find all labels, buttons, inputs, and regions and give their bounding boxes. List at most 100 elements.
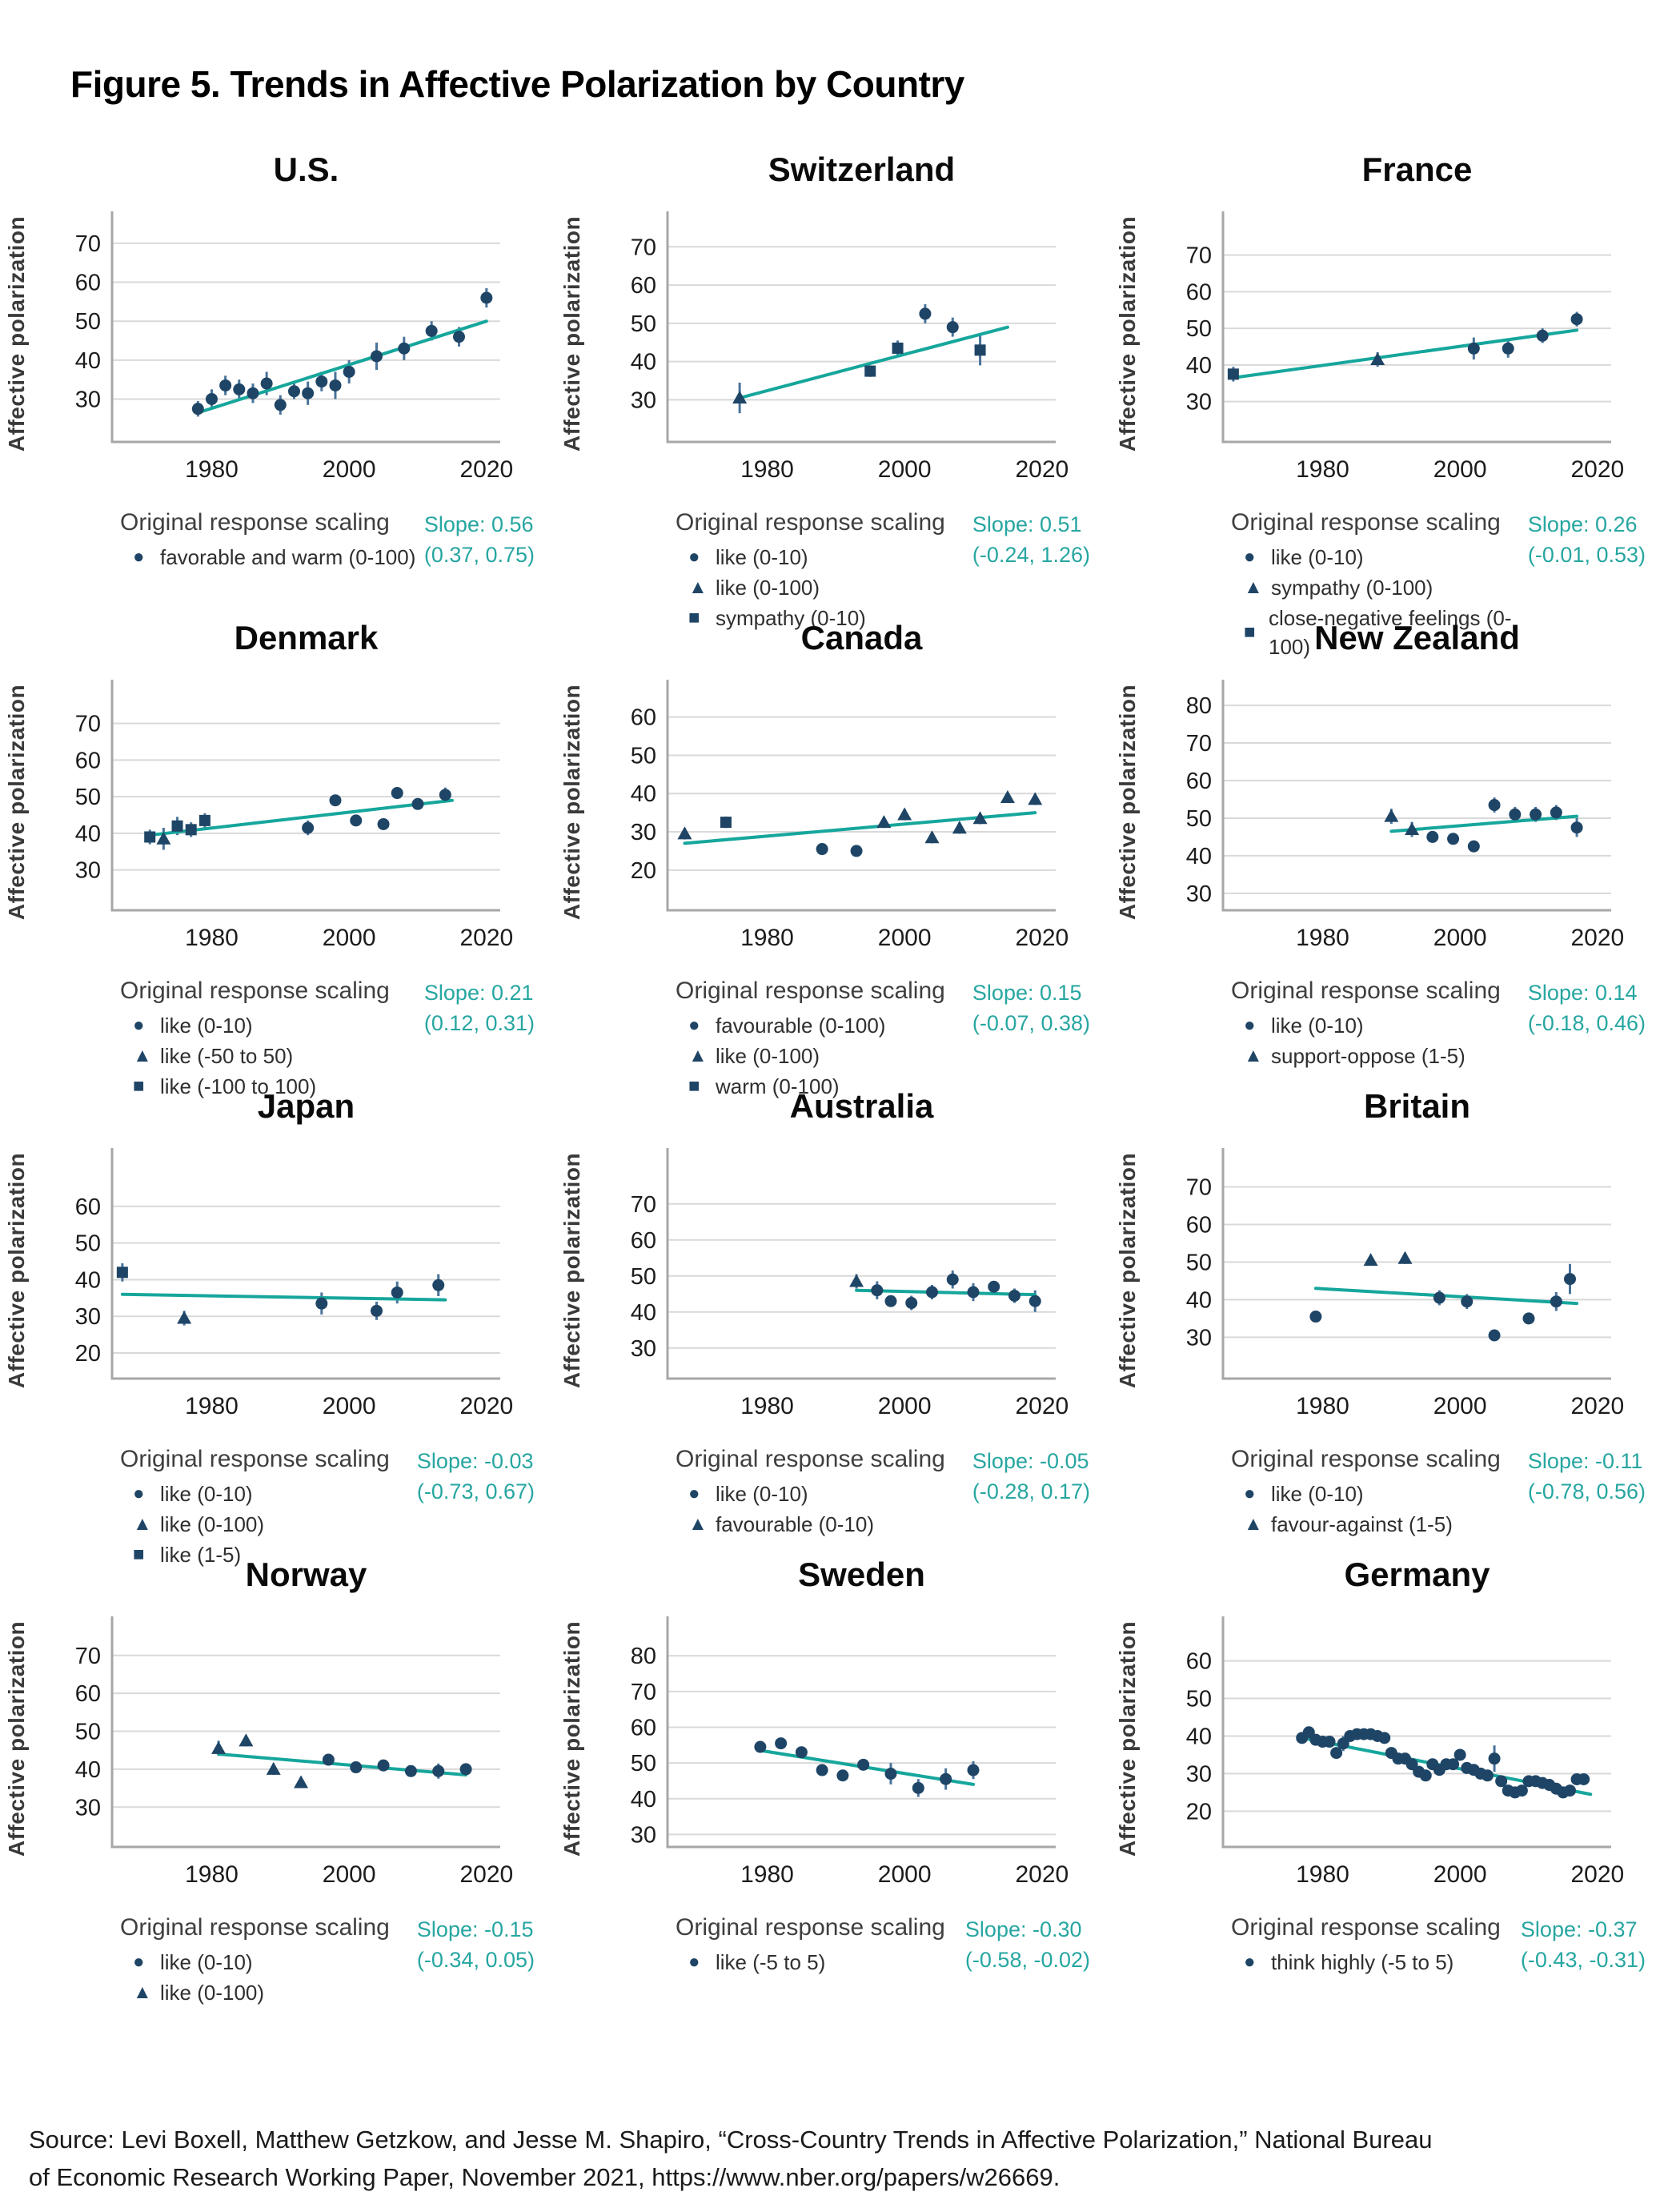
y-tick-label: 50 (1186, 316, 1212, 342)
data-point (432, 1764, 445, 1777)
triangle-marker-icon: ▲ (133, 1513, 152, 1535)
data-point (404, 1764, 417, 1777)
y-tick-label: 50 (75, 1231, 101, 1257)
data-point (1509, 808, 1522, 821)
y-tick-label: 30 (75, 1304, 101, 1330)
legend-heading: Original response scaling (120, 1446, 390, 1472)
data-point (1419, 1769, 1432, 1782)
triangle-marker-icon: ▲ (133, 1045, 152, 1066)
triangle-marker-icon: ▲ (688, 1045, 708, 1066)
y-axis-label: Affective polarization (1115, 1153, 1140, 1388)
data-point (343, 365, 355, 378)
data-point (191, 403, 204, 416)
circle-marker-icon: ● (688, 546, 700, 568)
chart-plot: 30 40 50 60 70 1980 2000 2020 Affective polariza… (559, 211, 1069, 483)
trend-line (148, 798, 454, 837)
y-tick-label: 60 (75, 1681, 101, 1707)
slope-annotation: Slope: -0.05 (-0.28, 0.17) (972, 1446, 1090, 1507)
legend-row: Original response scaling ● favorable and… (120, 509, 535, 573)
circle-marker-icon: ● (688, 1951, 700, 1973)
y-axis-label: Affective polarization (559, 1621, 584, 1857)
chart-title: Denmark (234, 619, 379, 656)
legend-item: ● like (0-10) (133, 1479, 390, 1508)
legend-block: Original response scaling ● like (0-10) ▲ l… (120, 978, 390, 1102)
legend-block: Original response scaling ● think highly … (1231, 1914, 1501, 1978)
data-point (1522, 1312, 1535, 1325)
slope-value: Slope: -0.37 (1520, 1917, 1638, 1941)
data-point (1397, 1251, 1413, 1264)
data-point (816, 1764, 828, 1776)
chart-cell: Germany 20 30 40 50 60 1980 2000 2020 Affective … (1111, 1552, 1666, 2021)
chart-plot: 30 40 50 60 70 1980 2000 2020 Affective polariza… (4, 211, 513, 483)
axes: 30 40 50 60 70 1980 2000 2020 Affective polariza… (4, 1616, 513, 1888)
data-point (377, 817, 390, 830)
data-point (377, 1759, 390, 1772)
legend-items: ● like (0-10) ▲ like (0-100) ■ sympathy (0-10… (676, 543, 945, 632)
legend-item-label: like (0-10) (1271, 1014, 1364, 1038)
data-point (857, 1758, 870, 1771)
square-marker-icon: ■ (133, 1544, 145, 1565)
legend-item: ▲ like (0-100) (133, 1978, 390, 2007)
x-tick-label: 1980 (185, 456, 239, 483)
legend-item-label: like (1-5) (160, 1543, 242, 1567)
slope-ci: (-0.28, 0.17) (972, 1479, 1090, 1503)
x-tick-label: 1980 (1296, 1393, 1349, 1419)
data-point (967, 1764, 980, 1776)
data-points (1384, 799, 1583, 853)
slope-ci: (-0.01, 0.53) (1527, 543, 1646, 567)
legend-item: ● like (0-10) (1244, 1479, 1501, 1508)
data-point (260, 377, 273, 390)
data-points (1296, 1726, 1590, 1799)
slope-annotation: Slope: -0.30 (-0.58, -0.02) (965, 1914, 1090, 1975)
legend-item: ● like (0-10) (133, 1948, 390, 1977)
legend-heading: Original response scaling (120, 978, 390, 1004)
axes: 30 40 50 60 70 1980 2000 2020 Affective polariza… (1115, 1148, 1624, 1419)
circle-marker-icon: ● (133, 1014, 145, 1036)
x-tick-label: 2000 (323, 1393, 376, 1419)
y-tick-label: 50 (631, 1264, 656, 1290)
data-point (398, 342, 411, 355)
data-point (302, 821, 315, 834)
legend-items: ● like (0-10) ▲ like (0-100) (120, 1948, 390, 2007)
y-tick-label: 30 (631, 1822, 656, 1848)
chart-cell: Sweden 30 40 50 60 70 80 1980 2000 2020 Affective… (555, 1552, 1111, 2021)
y-tick-label: 40 (631, 781, 656, 807)
legend-item-label: like (0-100) (716, 576, 820, 600)
x-tick-label: 2020 (1015, 456, 1069, 483)
y-tick-label: 30 (1186, 1325, 1212, 1351)
legend-items: ● like (-5 to 5) (676, 1948, 945, 1977)
chart-plot: 30 40 50 60 70 1980 2000 2020 Affective polariza… (4, 1616, 513, 1888)
triangle-marker-icon: ▲ (1244, 576, 1263, 598)
legend-row: Original response scaling ● like (0-10) ▲ l… (120, 1914, 535, 2009)
x-tick-label: 2000 (878, 1393, 932, 1419)
y-tick-label: 70 (1186, 1175, 1212, 1201)
trend-line (120, 1292, 447, 1302)
data-point (480, 291, 493, 304)
square-marker-icon: ■ (133, 1075, 145, 1097)
data-point (391, 787, 403, 800)
square-marker-icon: ■ (688, 607, 700, 628)
legend-item-label: like (0-10) (1271, 1482, 1364, 1506)
legend-item-label: favour-against (1-5) (1271, 1512, 1453, 1536)
data-point (884, 1295, 897, 1307)
slope-value: Slope: -0.30 (964, 1917, 1082, 1941)
slope-ci: (-0.34, 0.05) (416, 1948, 535, 1972)
source-line-1: Source: Levi Boxell, Matthew Getzkow, an… (29, 2126, 1433, 2154)
y-tick-label: 40 (75, 348, 101, 374)
data-point (177, 1311, 192, 1324)
data-point (1426, 830, 1439, 843)
chart-title: U.S. (273, 151, 339, 188)
legend-item-label: like (0-10) (160, 1014, 253, 1038)
data-point (1028, 1295, 1041, 1307)
x-tick-label: 2020 (1015, 925, 1069, 951)
triangle-marker-icon: ▲ (688, 576, 708, 598)
chart-plot: 30 40 50 60 70 1980 2000 2020 Affective polariza… (1115, 211, 1624, 483)
slope-ci: (-0.07, 0.38) (972, 1011, 1090, 1035)
legend-heading: Original response scaling (120, 1914, 390, 1941)
y-tick-label: 50 (631, 743, 656, 769)
x-tick-label: 2020 (459, 1861, 513, 1888)
data-point (775, 1737, 788, 1750)
data-point (754, 1740, 767, 1753)
y-tick-label: 70 (631, 1192, 656, 1218)
legend-item-label: like (0-10) (160, 1482, 253, 1506)
